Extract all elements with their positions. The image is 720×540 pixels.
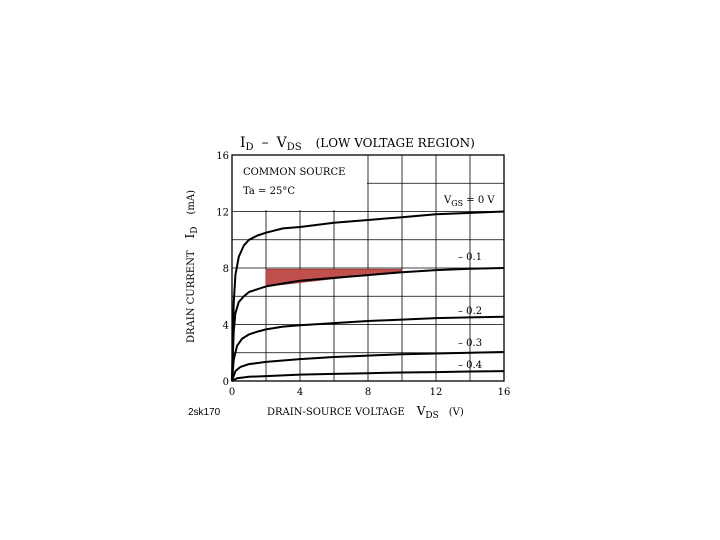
chart-title: ID – VDS (LOW VOLTAGE REGION) [240,135,475,153]
legend-box [232,155,367,210]
tick-labels: 0 4 8 12 16 0 4 8 12 16 [216,151,510,398]
plot-frame [231,154,505,382]
y-tick-label: 12 [216,208,229,219]
series-label-3: – 0.3 [458,338,482,349]
legend-line-1: COMMON SOURCE [243,167,345,178]
x-tick-label: 8 [365,387,371,398]
x-tick-label: 16 [498,387,511,398]
series-layer [231,210,505,382]
y-tick-label: 4 [223,321,229,332]
series-label-2: – 0.2 [458,306,482,317]
x-tick-label: 4 [297,387,303,398]
x-axis-label: DRAIN-SOURCE VOLTAGE VDS (V) [267,404,464,421]
series-line-1 [231,267,505,382]
series-line-0 [231,210,505,382]
legend-line-2: Ta = 25°C [243,186,295,197]
series-line-3 [231,351,505,382]
series-label-0: VGS = 0 V [443,195,495,208]
series-line-4 [231,370,505,382]
series-label-4: – 0.4 [458,360,482,371]
y-tick-label: 16 [216,151,229,162]
x-tick-label: 0 [229,387,235,398]
series-line-2 [231,315,505,382]
y-tick-label: 8 [223,264,229,275]
y-axis-label: DRAIN CURRENTID(mA) [183,190,200,343]
y-tick-label: 0 [223,377,229,388]
caption: 2sk170 [188,407,221,418]
x-tick-label: 12 [430,387,443,398]
curve-labels: VGS = 0 V – 0.1 – 0.2 – 0.3 – 0.4 [443,195,495,371]
series-label-1: – 0.1 [458,252,482,263]
